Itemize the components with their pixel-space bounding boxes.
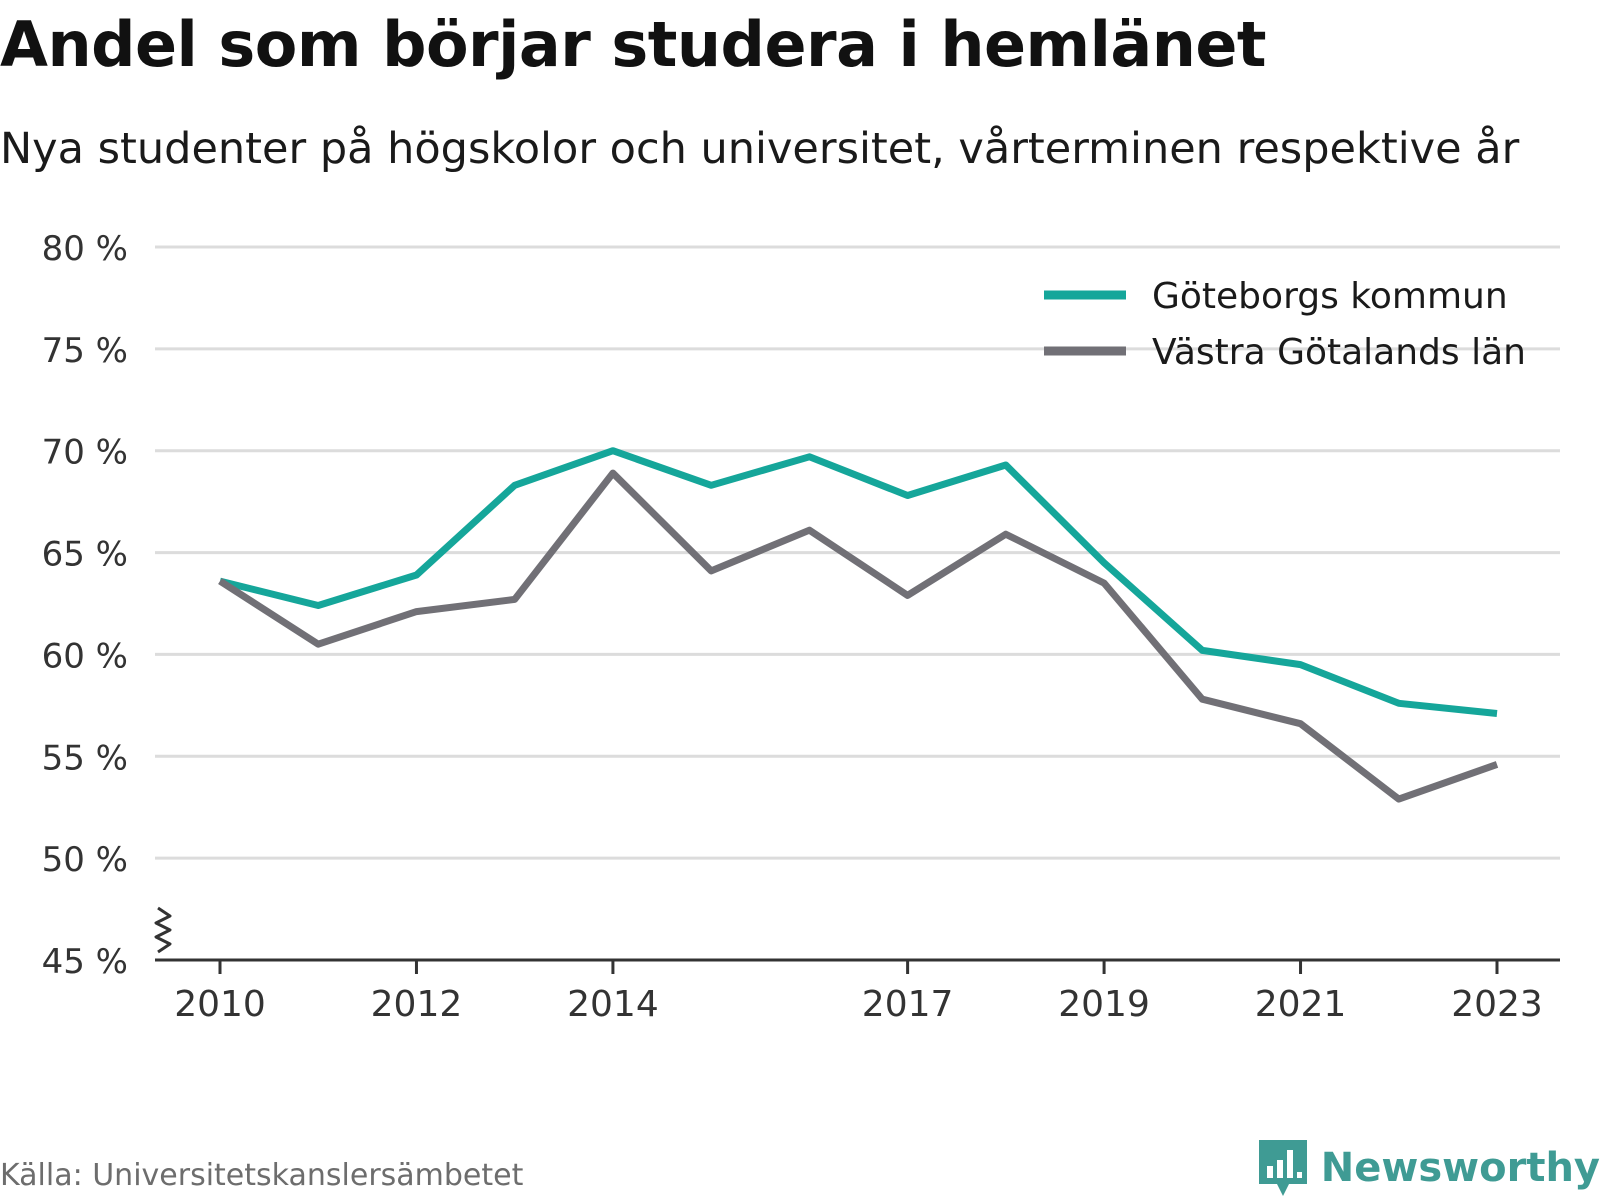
- x-tick-label: 2021: [1255, 984, 1347, 1025]
- brand-logo: Newsworthy: [1257, 1138, 1600, 1198]
- y-tick-label: 70 %: [42, 433, 128, 473]
- y-tick-label: 65 %: [42, 535, 128, 575]
- series-line-1: [219, 447, 1498, 717]
- x-tick-label: 2014: [567, 984, 659, 1025]
- x-tick-label: 2019: [1058, 984, 1150, 1025]
- axis-break-icon: [154, 906, 172, 954]
- y-tick-label: 55 %: [42, 738, 128, 778]
- x-tick-label: 2023: [1451, 984, 1543, 1025]
- brand-name: Newsworthy: [1320, 1145, 1600, 1191]
- chart-title: Andel som börjar studera i hemlänet: [0, 8, 1267, 81]
- source-note: Källa: Universitetskanslersämbetet: [0, 1158, 524, 1193]
- chart-subtitle: Nya studenter på högskolor och universit…: [0, 124, 1520, 174]
- x-tick-label: 2017: [862, 984, 954, 1025]
- y-tick-label: 80 %: [42, 229, 128, 269]
- series-line-2: [218, 469, 1499, 803]
- legend-label: Västra Götalands län: [1152, 332, 1526, 373]
- newsworthy-logo-icon: [1258, 1140, 1307, 1196]
- y-tick-label: 50 %: [42, 840, 128, 880]
- x-tick-label: 2010: [174, 984, 266, 1025]
- y-tick-label: 75 %: [42, 331, 128, 371]
- line-chart: 45 % 50 % 55 % 60 % 65 % 70 % 75 % 80 % 2010 2012…: [42, 229, 1560, 1025]
- y-tick-label: 60 %: [42, 636, 128, 676]
- legend-label: Göteborgs kommun: [1152, 276, 1508, 317]
- x-tick-label: 2012: [371, 984, 463, 1025]
- y-tick-label: 45 %: [42, 942, 128, 982]
